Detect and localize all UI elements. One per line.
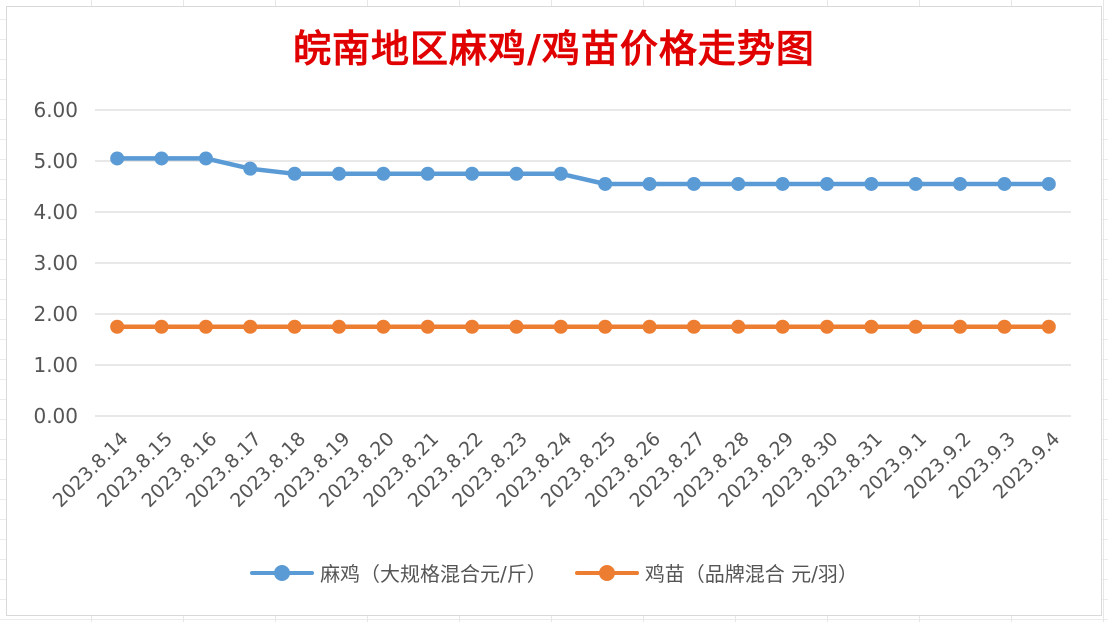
legend-swatch-series-0 — [250, 563, 315, 583]
data-point-series-1 — [686, 319, 701, 334]
data-point-series-1 — [110, 319, 125, 334]
data-point-series-1 — [908, 319, 923, 334]
data-point-series-0 — [642, 176, 657, 191]
data-point-series-0 — [953, 176, 968, 191]
data-point-series-1 — [864, 319, 879, 334]
data-point-series-0 — [154, 151, 169, 166]
data-point-series-1 — [1041, 319, 1056, 334]
legend: 麻鸡（大规格混合元/斤） 鸡苗（品牌混合 元/羽） — [0, 558, 1108, 587]
y-tick-label: 4.00 — [33, 200, 78, 224]
data-point-series-0 — [110, 151, 125, 166]
data-point-series-1 — [598, 319, 613, 334]
y-tick-label: 5.00 — [33, 149, 78, 173]
chart-title: 皖南地区麻鸡/鸡苗价格走势图 — [293, 26, 815, 71]
data-point-series-1 — [332, 319, 346, 334]
data-point-series-0 — [509, 166, 524, 181]
data-point-series-1 — [287, 319, 302, 334]
data-point-series-1 — [953, 319, 968, 334]
legend-marker-series-1 — [598, 564, 615, 581]
chart-panel — [6, 6, 1102, 616]
data-point-series-1 — [154, 319, 169, 334]
data-point-series-1 — [553, 319, 568, 334]
data-point-series-0 — [1041, 176, 1056, 191]
data-point-series-1 — [420, 319, 435, 334]
data-point-series-1 — [775, 319, 790, 334]
data-point-series-0 — [332, 166, 346, 181]
data-point-series-1 — [642, 319, 657, 334]
data-point-series-0 — [465, 166, 480, 181]
data-point-series-0 — [908, 176, 923, 191]
data-point-series-1 — [731, 319, 746, 334]
legend-label-series-1: 鸡苗（品牌混合 元/羽） — [644, 562, 858, 586]
y-tick-label: 3.00 — [33, 251, 78, 275]
data-point-series-0 — [198, 151, 213, 166]
data-point-series-1 — [820, 319, 834, 334]
data-point-series-0 — [376, 166, 391, 181]
data-point-series-1 — [465, 319, 480, 334]
legend-item-series-0: 麻鸡（大规格混合元/斤） — [250, 558, 547, 587]
data-point-series-0 — [420, 166, 435, 181]
data-point-series-0 — [598, 176, 613, 191]
data-point-series-0 — [553, 166, 568, 181]
data-point-series-0 — [820, 176, 834, 191]
data-point-series-0 — [243, 161, 258, 176]
y-tick-label: 0.00 — [33, 404, 78, 428]
data-point-series-1 — [198, 319, 213, 334]
legend-swatch-series-1 — [574, 563, 639, 583]
data-point-series-1 — [376, 319, 391, 334]
series-line-0 — [114, 156, 1052, 187]
data-point-series-0 — [731, 176, 746, 191]
data-point-series-0 — [287, 166, 302, 181]
data-point-series-1 — [509, 319, 524, 334]
data-point-series-1 — [997, 319, 1012, 334]
data-point-series-0 — [775, 176, 790, 191]
data-point-series-0 — [686, 176, 701, 191]
y-tick-label: 2.00 — [33, 302, 78, 326]
data-point-series-0 — [997, 176, 1012, 191]
legend-item-series-1: 鸡苗（品牌混合 元/羽） — [574, 558, 858, 587]
legend-label-series-0: 麻鸡（大规格混合元/斤） — [320, 562, 547, 586]
data-point-series-1 — [243, 319, 258, 334]
data-point-series-0 — [864, 176, 879, 191]
y-tick-label: 6.00 — [33, 98, 78, 122]
legend-marker-series-0 — [274, 564, 291, 581]
y-tick-label: 1.00 — [33, 353, 78, 377]
